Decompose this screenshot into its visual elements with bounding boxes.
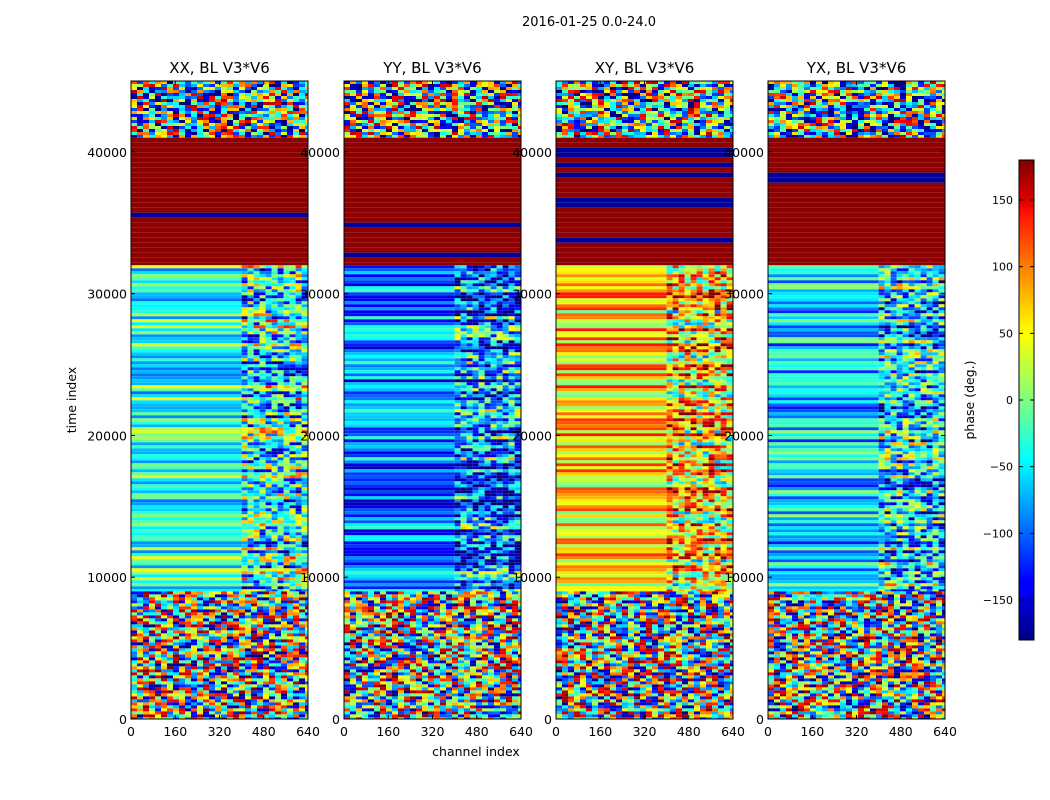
colorbar-tick-label: 50 [999, 327, 1013, 340]
heatmap-image [131, 81, 308, 719]
x-tick-label: 0 [552, 724, 560, 739]
y-axis-label: time index [64, 367, 79, 433]
x-tick-label: 160 [376, 724, 400, 739]
x-tick-label: 480 [889, 724, 913, 739]
colorbar-tick-label: −100 [983, 527, 1013, 540]
panel-4: YX, BL V3*V6 0 160 320 480 640 0 10000 20000 3000… [724, 59, 957, 739]
panels: XX, BL V3*V6 0 160 320 480 640 0 10000 20000 3000… [87, 59, 957, 739]
y-tick-label: 20000 [512, 428, 552, 443]
x-tick-label: 640 [509, 724, 533, 739]
x-tick-label: 0 [127, 724, 135, 739]
panel-title: YY, BL V3*V6 [382, 59, 481, 77]
x-tick-label: 320 [208, 724, 232, 739]
colorbar-tick-label: 0 [1006, 394, 1013, 407]
x-tick-label: 0 [340, 724, 348, 739]
y-tick-label: 20000 [87, 428, 127, 443]
x-tick-label: 480 [465, 724, 489, 739]
x-tick-label: 640 [296, 724, 320, 739]
figure-suptitle: 2016-01-25 0.0-24.0 [522, 15, 656, 30]
x-tick-label: 160 [588, 724, 612, 739]
y-tick-label: 30000 [300, 287, 340, 302]
colorbar-tick-label: −150 [983, 594, 1013, 607]
panel-1: XX, BL V3*V6 0 160 320 480 640 0 10000 20000 3000… [87, 59, 320, 739]
y-tick-label: 20000 [300, 428, 340, 443]
colorbar-label: phase (deg.) [962, 361, 977, 440]
x-tick-label: 160 [163, 724, 187, 739]
heatmap-image [768, 81, 945, 719]
y-tick-label: 30000 [87, 287, 127, 302]
colorbar-tick-label: 150 [992, 194, 1013, 207]
heatmap-image [344, 81, 521, 719]
x-tick-label: 480 [252, 724, 276, 739]
y-tick-label: 0 [544, 712, 552, 727]
panel-3: XY, BL V3*V6 0 160 320 480 640 0 10000 20000 3000… [512, 59, 745, 739]
y-tick-label: 40000 [300, 145, 340, 160]
y-tick-label: 0 [119, 712, 127, 727]
x-tick-label: 0 [764, 724, 772, 739]
y-tick-label: 10000 [87, 570, 127, 585]
panel-2: YY, BL V3*V6 0 160 320 480 640 0 10000 20000 3000… [300, 59, 533, 739]
colorbar-tick-label: 100 [992, 261, 1013, 274]
x-tick-label: 640 [721, 724, 745, 739]
colorbar-ticks: 150 100 50 0 −50 −100 −150 [983, 194, 1034, 607]
y-tick-label: 30000 [724, 287, 764, 302]
x-tick-label: 160 [800, 724, 824, 739]
x-tick-label: 320 [633, 724, 657, 739]
colorbar: 150 100 50 0 −50 −100 −150 phase (deg.) [962, 159, 1035, 641]
panel-title: XY, BL V3*V6 [595, 59, 695, 77]
y-tick-label: 40000 [512, 145, 552, 160]
y-tick-label: 20000 [724, 428, 764, 443]
y-tick-label: 10000 [300, 570, 340, 585]
x-tick-label: 320 [845, 724, 869, 739]
x-tick-label: 320 [421, 724, 445, 739]
heatmap-image [556, 81, 733, 719]
y-tick-label: 10000 [724, 570, 764, 585]
colorbar-tick-label: −50 [990, 461, 1013, 474]
y-tick-label: 0 [332, 712, 340, 727]
panel-title: YX, BL V3*V6 [806, 59, 907, 77]
y-tick-label: 40000 [724, 145, 764, 160]
y-tick-label: 40000 [87, 145, 127, 160]
y-tick-label: 0 [756, 712, 764, 727]
x-tick-label: 640 [933, 724, 957, 739]
x-axis-label: channel index [432, 744, 520, 759]
y-tick-label: 10000 [512, 570, 552, 585]
y-tick-label: 30000 [512, 287, 552, 302]
panel-title: XX, BL V3*V6 [169, 59, 270, 77]
x-tick-label: 480 [677, 724, 701, 739]
